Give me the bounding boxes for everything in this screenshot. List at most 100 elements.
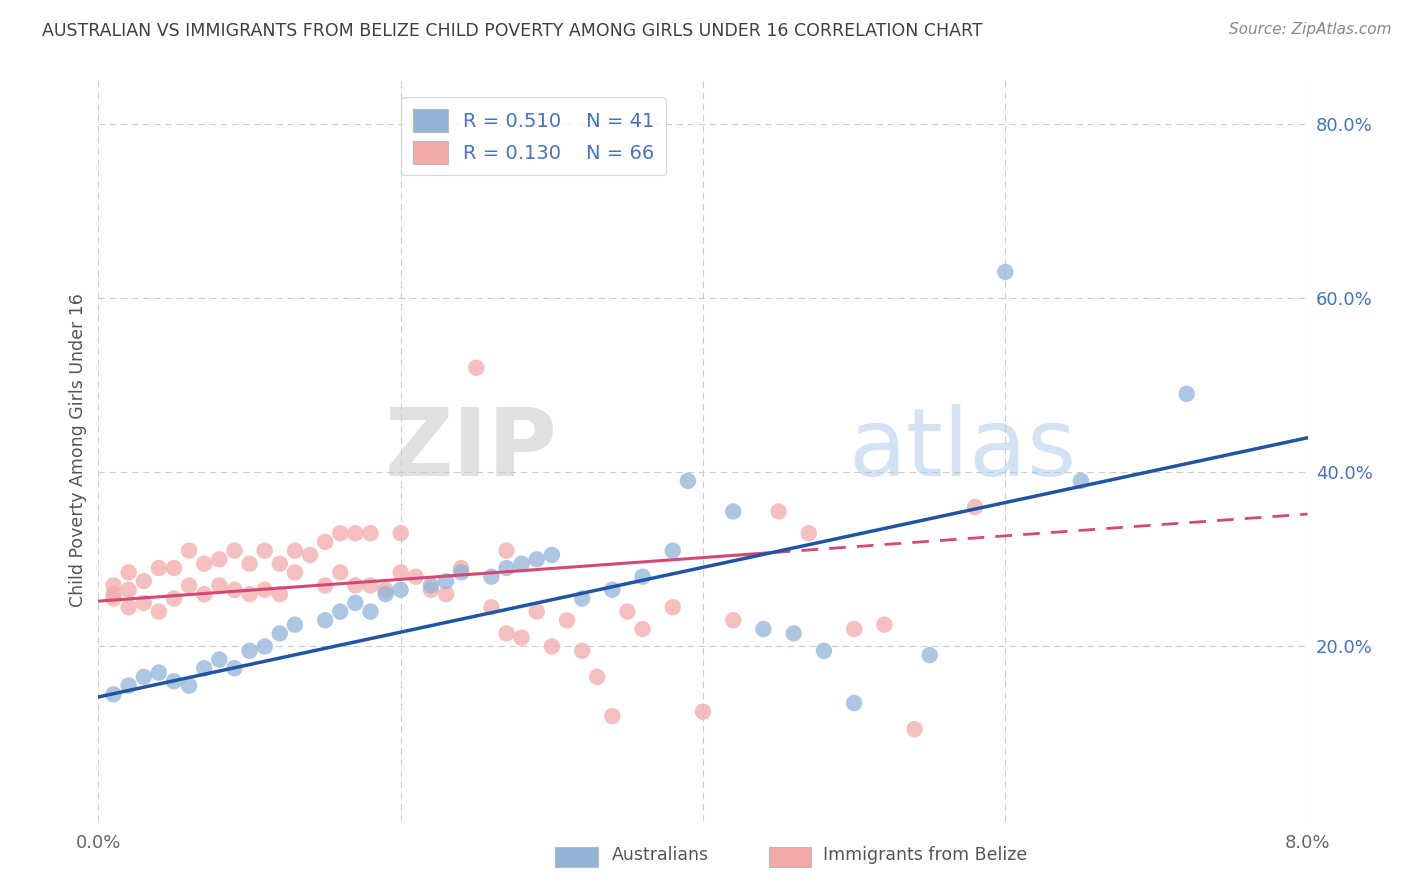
- Point: [374, 587, 396, 601]
- Text: AUSTRALIAN VS IMMIGRANTS FROM BELIZE CHILD POVERTY AMONG GIRLS UNDER 16 CORRELAT: AUSTRALIAN VS IMMIGRANTS FROM BELIZE CHI…: [42, 22, 983, 40]
- Point: [555, 613, 578, 627]
- Point: [602, 582, 624, 597]
- Point: [118, 566, 141, 580]
- Point: [118, 679, 141, 693]
- Point: [163, 561, 186, 575]
- Point: [163, 674, 186, 689]
- Point: [844, 696, 866, 710]
- Point: [495, 561, 517, 575]
- Point: [193, 661, 215, 675]
- Point: [193, 587, 215, 601]
- Point: [631, 570, 654, 584]
- Point: [103, 591, 125, 606]
- Point: [329, 526, 352, 541]
- Point: [844, 622, 866, 636]
- Point: [450, 561, 472, 575]
- Point: [481, 600, 503, 615]
- Point: [344, 596, 367, 610]
- Point: [224, 582, 246, 597]
- Point: [420, 582, 443, 597]
- Text: atlas: atlas: [848, 404, 1077, 497]
- Point: [510, 557, 533, 571]
- Point: [434, 587, 457, 601]
- Point: [148, 561, 170, 575]
- Point: [269, 587, 291, 601]
- Point: [389, 566, 412, 580]
- Point: [299, 548, 322, 562]
- Point: [526, 552, 548, 566]
- Point: [253, 582, 276, 597]
- Point: [103, 578, 125, 592]
- Point: [904, 722, 927, 736]
- Point: [661, 543, 683, 558]
- Point: [873, 617, 896, 632]
- Point: [118, 600, 141, 615]
- Point: [360, 605, 382, 619]
- Point: [148, 665, 170, 680]
- Point: [540, 548, 562, 562]
- Point: [239, 587, 262, 601]
- Point: [571, 591, 593, 606]
- Point: [344, 526, 367, 541]
- Point: [118, 582, 141, 597]
- Point: [797, 526, 820, 541]
- Point: [420, 578, 443, 592]
- Legend: R = 0.510    N = 41, R = 0.130    N = 66: R = 0.510 N = 41, R = 0.130 N = 66: [401, 97, 666, 176]
- Text: Immigrants from Belize: Immigrants from Belize: [823, 846, 1026, 863]
- Point: [253, 543, 276, 558]
- Point: [965, 500, 987, 514]
- Point: [602, 709, 624, 723]
- Point: [495, 626, 517, 640]
- Point: [314, 535, 336, 549]
- Point: [994, 265, 1017, 279]
- Point: [284, 617, 307, 632]
- Text: ZIP: ZIP: [385, 404, 558, 497]
- Point: [768, 504, 790, 518]
- Point: [148, 605, 170, 619]
- Point: [179, 543, 201, 558]
- Point: [208, 578, 231, 592]
- Point: [193, 557, 215, 571]
- Point: [389, 582, 412, 597]
- Point: [495, 543, 517, 558]
- Point: [1070, 474, 1092, 488]
- Point: [284, 543, 307, 558]
- Point: [510, 631, 533, 645]
- Point: [360, 578, 382, 592]
- Point: [132, 574, 155, 588]
- Point: [224, 543, 246, 558]
- Point: [465, 360, 488, 375]
- Point: [163, 591, 186, 606]
- Point: [179, 679, 201, 693]
- Point: [813, 644, 835, 658]
- Point: [571, 644, 593, 658]
- Point: [450, 566, 472, 580]
- Point: [723, 613, 745, 627]
- Point: [405, 570, 427, 584]
- Point: [918, 648, 941, 662]
- Point: [208, 652, 231, 666]
- Point: [526, 605, 548, 619]
- Point: [692, 705, 714, 719]
- Point: [103, 687, 125, 701]
- Point: [783, 626, 806, 640]
- Point: [344, 578, 367, 592]
- Point: [631, 622, 654, 636]
- Point: [239, 557, 262, 571]
- Text: Source: ZipAtlas.com: Source: ZipAtlas.com: [1229, 22, 1392, 37]
- Point: [661, 600, 683, 615]
- Point: [284, 566, 307, 580]
- Point: [314, 613, 336, 627]
- Point: [1175, 387, 1198, 401]
- Point: [208, 552, 231, 566]
- Point: [360, 526, 382, 541]
- Point: [329, 605, 352, 619]
- Y-axis label: Child Poverty Among Girls Under 16: Child Poverty Among Girls Under 16: [69, 293, 87, 607]
- Point: [269, 626, 291, 640]
- Point: [616, 605, 638, 619]
- Text: Australians: Australians: [612, 846, 709, 863]
- Point: [132, 596, 155, 610]
- Point: [179, 578, 201, 592]
- Point: [434, 574, 457, 588]
- Point: [374, 582, 396, 597]
